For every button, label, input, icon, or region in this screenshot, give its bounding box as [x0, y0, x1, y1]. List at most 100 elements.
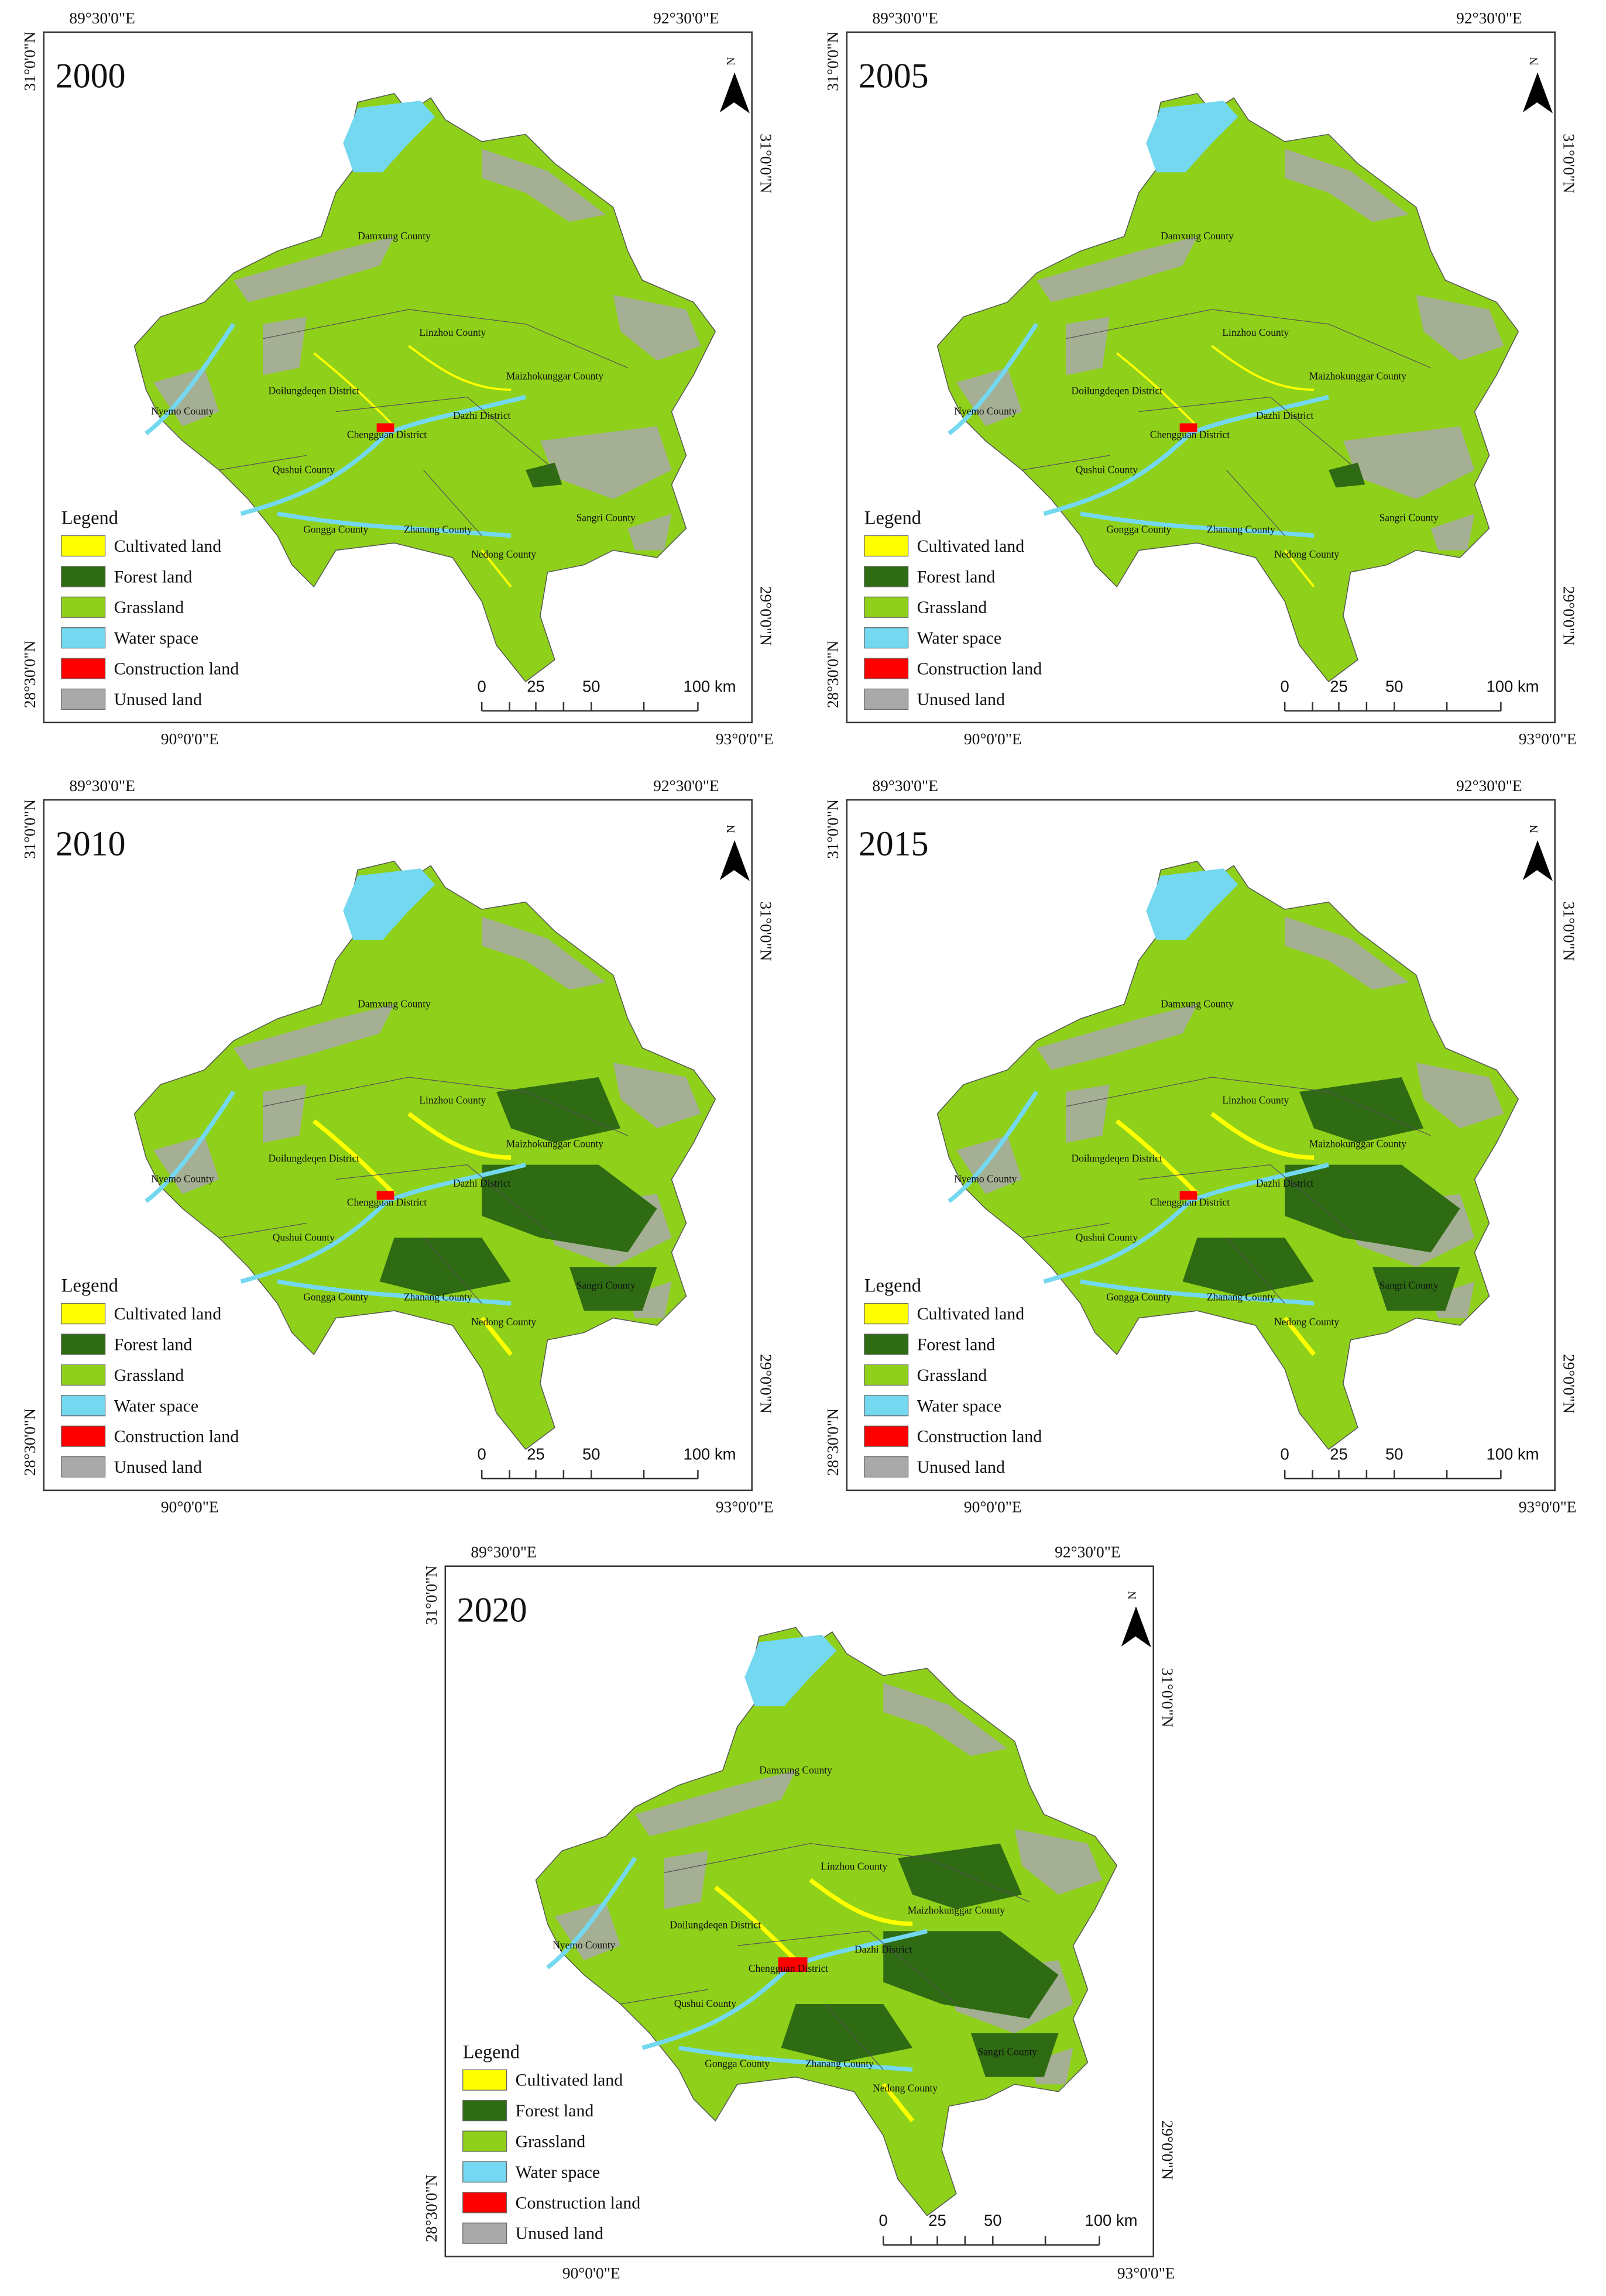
- longitude-label: 90°0'0"E: [964, 1498, 1022, 1515]
- legend-title: Legend: [864, 1276, 921, 1297]
- legend-label: Construction land: [516, 2193, 641, 2212]
- unused-land-patch: [153, 367, 219, 427]
- place-label: Linzhou County: [419, 1094, 486, 1106]
- unused-land-patch: [613, 294, 701, 361]
- river: [948, 1090, 1329, 1306]
- place-label: Doilungdeqen District: [269, 385, 360, 397]
- legend-label: Forest land: [917, 1335, 996, 1354]
- longitude-label: 89°30'0"E: [872, 777, 938, 795]
- unused-land-patch: [635, 1770, 796, 1837]
- longitude-label: 89°30'0"E: [69, 777, 135, 795]
- place-label: Gongga County: [303, 1291, 368, 1303]
- unused-land-patch: [153, 1135, 219, 1194]
- district-boundary: [620, 1843, 1030, 2070]
- longitude-label: 90°0'0"E: [161, 730, 219, 748]
- unused-land-patch: [1066, 317, 1110, 376]
- place-label: Nedong County: [471, 1316, 536, 1328]
- year-label: 2005: [859, 57, 929, 95]
- latitude-label: 28°30'0"N: [21, 641, 39, 709]
- place-label: Zhanang County: [404, 1291, 472, 1303]
- legend-swatch: [462, 2100, 507, 2122]
- legend-swatch: [61, 688, 106, 710]
- latitude-label: 31°0'0"N: [1560, 134, 1578, 194]
- year-label: 2000: [56, 57, 126, 95]
- place-label: Nyemo County: [553, 1939, 615, 1951]
- place-label: Linzhou County: [821, 1861, 887, 1872]
- construction-land: [1179, 1191, 1197, 1200]
- legend-label: Water space: [516, 2163, 600, 2182]
- year-label: 2020: [457, 1590, 527, 1629]
- forest-patch: [781, 2004, 913, 2063]
- legend-label: Water space: [114, 1396, 199, 1415]
- year-label: 2010: [56, 824, 126, 863]
- unused-land-patch: [613, 1063, 701, 1129]
- latitude-label: 31°0'0"N: [824, 32, 842, 91]
- place-label: Damxung County: [1161, 230, 1234, 242]
- place-label: Linzhou County: [1222, 1094, 1289, 1106]
- scale-label: 25: [928, 2211, 946, 2229]
- longitude-label: 93°0'0"E: [1519, 730, 1577, 748]
- legend-title: Legend: [61, 508, 118, 529]
- place-label: Nyemo County: [954, 1173, 1017, 1185]
- latitude-label: 29°0'0"N: [1560, 1354, 1578, 1414]
- lake: [1146, 101, 1238, 173]
- legend-swatch: [864, 596, 909, 618]
- cultivated-strip: [1115, 1112, 1316, 1356]
- place-label: Gongga County: [303, 524, 368, 535]
- scale-label: 100 km: [1486, 1445, 1539, 1463]
- place-label: Zhanang County: [404, 524, 472, 535]
- unused-land-patch: [1430, 514, 1475, 551]
- north-arrow: [1522, 840, 1538, 881]
- north-label: N: [725, 825, 737, 833]
- place-label: Zhanang County: [1207, 1291, 1275, 1303]
- cultivated-strip: [1116, 345, 1315, 588]
- legend-label: Unused land: [917, 690, 1005, 709]
- legend-title: Legend: [463, 2041, 520, 2063]
- unused-land-patch: [482, 916, 606, 990]
- scale-label: 0: [1281, 1445, 1289, 1463]
- unused-land-patch: [554, 1902, 621, 1961]
- place-label: Doilungdeqen District: [1072, 385, 1163, 397]
- map-panel: 89°30'0"E 92°30'0"E 90°0'0"E 93°0'0"E 31°0'0…: [824, 9, 1578, 748]
- north-arrow: [719, 73, 735, 113]
- forest-patch: [482, 1164, 657, 1253]
- latitude-label: 29°0'0"N: [1560, 586, 1578, 646]
- place-label: Gongga County: [1106, 524, 1171, 535]
- cultivated-strip: [313, 345, 512, 588]
- legend-swatch: [864, 1364, 909, 1386]
- legend-title: Legend: [61, 1276, 118, 1297]
- longitude-label: 93°0'0"E: [716, 730, 774, 748]
- forest-patch: [970, 2033, 1059, 2077]
- legend-swatch: [864, 1395, 909, 1417]
- legend-label: Construction land: [114, 659, 239, 679]
- legend-swatch: [61, 1395, 106, 1417]
- place-label: Qushui County: [1076, 1231, 1138, 1243]
- construction-land: [376, 423, 394, 432]
- legend-swatch: [864, 688, 909, 710]
- cultivated-strip: [713, 1878, 915, 2122]
- place-label: Maizhokunggar County: [1309, 1138, 1407, 1150]
- construction-land: [376, 1191, 394, 1200]
- map-panel: 89°30'0"E 92°30'0"E 90°0'0"E 93°0'0"E 31°0'0…: [423, 1544, 1176, 2282]
- scale-label: 100 km: [683, 1445, 736, 1463]
- forest-patch: [569, 1267, 657, 1311]
- forest-patch: [1285, 1164, 1460, 1253]
- place-label: Nyemo County: [151, 1173, 214, 1185]
- place-label: Sangri County: [576, 512, 636, 524]
- scale-label: 25: [527, 1445, 545, 1463]
- longitude-label: 92°30'0"E: [1456, 777, 1522, 795]
- legend-label: Cultivated land: [516, 2071, 623, 2090]
- latitude-label: 31°0'0"N: [1159, 1668, 1176, 1727]
- legend-swatch: [61, 1364, 106, 1386]
- forest-patch: [379, 1238, 512, 1297]
- map-panel: 89°30'0"E 92°30'0"E 90°0'0"E 93°0'0"E 31°0'0…: [21, 777, 775, 1515]
- longitude-label: 90°0'0"E: [562, 2264, 620, 2282]
- place-label: Chengguan District: [1150, 428, 1230, 440]
- place-label: Zhanang County: [805, 2057, 874, 2069]
- legend-swatch: [61, 566, 106, 587]
- place-label: Nedong County: [1274, 548, 1339, 560]
- place-label: Linzhou County: [1222, 326, 1289, 338]
- place-label: Chengguan District: [347, 1197, 427, 1208]
- unused-land-patch: [1066, 1084, 1110, 1143]
- forest-patch: [1372, 1267, 1460, 1311]
